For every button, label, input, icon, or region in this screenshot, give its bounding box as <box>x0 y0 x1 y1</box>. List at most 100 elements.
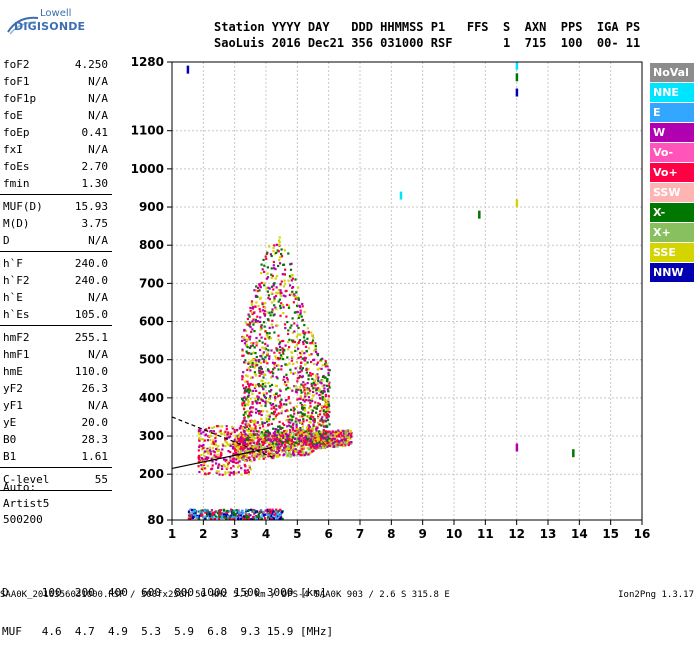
echo-mark <box>214 515 218 518</box>
echo-mark <box>253 371 256 374</box>
echo-mark <box>251 392 254 395</box>
echo-mark <box>281 431 284 434</box>
echo-mark <box>283 279 286 282</box>
echo-mark <box>243 463 246 466</box>
echo-mark <box>305 450 308 454</box>
echo-mark <box>244 359 247 362</box>
echo-mark <box>265 432 268 435</box>
echo-mark <box>245 350 248 353</box>
echo-mark <box>247 403 250 406</box>
echo-mark <box>283 249 286 252</box>
echo-mark <box>308 432 311 435</box>
echo-mark <box>309 439 312 442</box>
echo-mark <box>287 304 290 307</box>
echo-mark <box>260 372 263 375</box>
param-name: fxI <box>3 143 23 156</box>
echo-mark <box>342 435 345 438</box>
echo-mark <box>259 325 263 328</box>
echo-mark <box>267 296 270 300</box>
echo-mark <box>268 514 271 517</box>
echo-mark <box>249 432 253 435</box>
echo-mark <box>297 371 300 374</box>
echo-mark <box>266 420 269 423</box>
echo-mark <box>229 451 232 454</box>
echo-mark <box>221 448 224 451</box>
echo-mark <box>255 430 258 433</box>
echo-mark <box>240 454 243 458</box>
echo-mark <box>340 443 343 446</box>
echo-mark <box>240 441 243 444</box>
echo-mark <box>338 442 341 445</box>
echo-mark <box>307 392 310 395</box>
echo-mark <box>297 388 300 391</box>
echo-mark <box>236 461 239 464</box>
echo-mark <box>242 413 245 416</box>
echo-mark <box>296 377 299 380</box>
echo-mark <box>292 294 295 297</box>
echo-mark <box>303 352 306 355</box>
echo-mark <box>334 445 337 448</box>
echo-mark <box>326 431 329 434</box>
echo-mark <box>275 517 278 520</box>
echo-mark <box>314 350 318 353</box>
echo-mark <box>268 434 271 437</box>
echo-mark <box>244 426 247 429</box>
echo-mark <box>305 368 308 371</box>
echo-mark <box>297 297 300 300</box>
echo-mark <box>292 422 295 425</box>
param-value: 28.3 <box>81 433 109 446</box>
echo-mark <box>254 320 257 323</box>
echo-mark <box>233 448 236 451</box>
echo-mark <box>251 358 254 361</box>
echo-mark <box>328 423 331 426</box>
echo-mark <box>252 342 255 345</box>
echo-mark <box>246 450 249 453</box>
echo-mark <box>258 451 261 454</box>
echo-mark <box>244 380 247 383</box>
echo-mark <box>291 331 294 334</box>
echo-mark <box>320 408 323 411</box>
echo-mark <box>292 431 295 434</box>
echo-mark <box>251 320 254 323</box>
echo-mark <box>294 346 297 349</box>
echo-mark <box>217 456 221 459</box>
echo-mark <box>266 272 269 275</box>
echo-mark <box>237 511 240 514</box>
echo-mark <box>313 434 316 437</box>
echo-mark <box>244 330 247 333</box>
echo-mark <box>257 286 260 289</box>
echo-mark <box>299 451 302 454</box>
echo-mark <box>283 444 286 447</box>
echo-mark <box>318 433 322 436</box>
echo-mark <box>299 309 302 312</box>
echo-mark <box>295 424 298 427</box>
echo-mark <box>280 368 283 371</box>
echo-point <box>399 191 403 200</box>
echo-mark <box>311 339 315 342</box>
echo-mark <box>323 390 326 393</box>
echo-mark <box>309 446 313 449</box>
echo-mark <box>307 453 310 456</box>
echo-mark <box>226 461 229 464</box>
echo-mark <box>293 443 296 446</box>
echo-mark <box>253 455 256 458</box>
echo-mark <box>311 439 314 442</box>
echo-mark <box>220 512 224 515</box>
echo-mark <box>264 385 267 388</box>
echo-mark <box>255 389 258 392</box>
echo-mark <box>308 425 311 428</box>
echo-mark <box>240 431 243 434</box>
echo-mark <box>289 429 292 432</box>
echo-mark <box>244 437 247 440</box>
echo-mark <box>258 391 261 395</box>
echo-mark <box>268 298 271 301</box>
echo-mark <box>298 340 301 343</box>
echo-mark <box>227 436 231 439</box>
echo-mark <box>301 425 304 428</box>
echo-mark <box>247 416 250 419</box>
echo-mark <box>303 404 306 407</box>
legend-item-noval: NoVal <box>650 63 694 82</box>
echo-mark <box>316 441 319 444</box>
echo-mark <box>261 517 264 521</box>
echo-mark <box>228 510 231 513</box>
